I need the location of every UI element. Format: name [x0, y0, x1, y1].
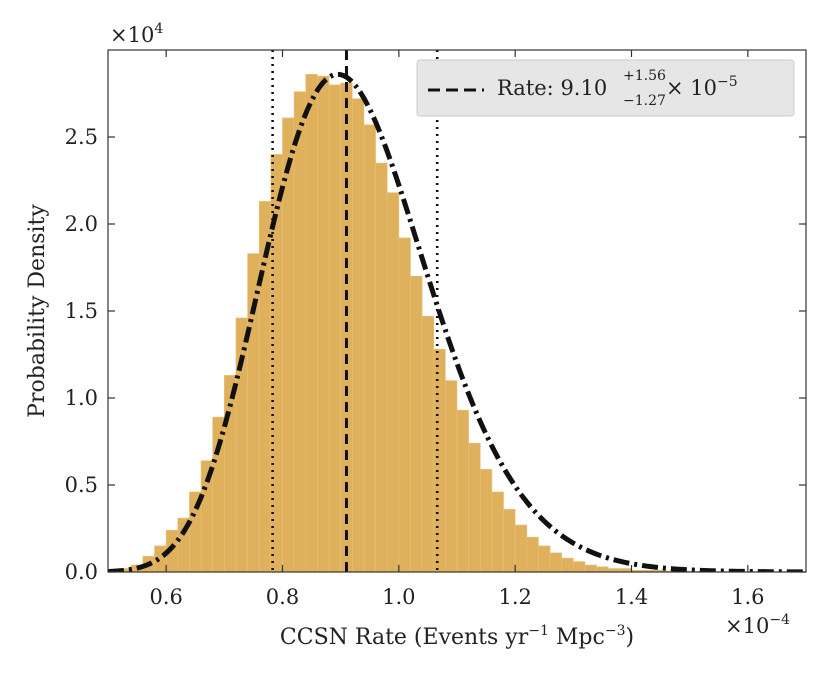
y-tick-label: 1.0 — [65, 386, 98, 410]
legend: Rate: 9.10 +1.56 −1.27 × 10−5 — [416, 59, 795, 117]
histogram-bar — [468, 442, 481, 572]
y-tick-label: 0.0 — [65, 560, 98, 584]
y-axis-label: Probability Density — [25, 204, 50, 418]
histogram-bar — [573, 561, 586, 572]
histogram-bar — [445, 380, 458, 572]
histogram-bar — [526, 536, 539, 572]
histogram-bar — [398, 237, 411, 572]
x-axis-ticks: 0.6 0.8 1.0 1.2 1.4 1.6 — [149, 50, 765, 609]
x-tick-label: 1.6 — [731, 585, 764, 609]
legend-label: Rate: 9.10 — [497, 76, 607, 100]
histogram-bar — [503, 509, 516, 572]
histogram-bar — [596, 566, 609, 572]
histogram-bar — [479, 469, 493, 572]
histogram-bar — [456, 409, 469, 572]
x-tick-label: 1.4 — [615, 585, 648, 609]
x-scale-label: ×10−4 — [725, 612, 790, 638]
y-tick-label: 2.5 — [65, 125, 98, 149]
histogram-bars — [108, 74, 806, 572]
histogram-bar — [584, 564, 597, 572]
legend-plus-error: +1.56 — [623, 68, 666, 84]
x-axis-label: CCSN Rate (Events yr−1 Mpc−3) — [280, 623, 634, 650]
histogram-bar — [386, 192, 400, 572]
histogram-bar — [293, 91, 307, 572]
y-tick-label: 2.0 — [65, 212, 98, 236]
histogram-bar — [538, 545, 551, 572]
histogram-bar — [514, 524, 528, 572]
histogram-bar — [328, 84, 341, 572]
y-axis-ticks: 0.0 0.5 1.0 1.5 2.0 2.5 — [65, 125, 806, 584]
histogram-bar — [351, 98, 365, 572]
histogram-bar — [282, 117, 295, 572]
histogram-bar — [363, 124, 376, 572]
x-tick-label: 1.0 — [382, 585, 415, 609]
y-tick-label: 1.5 — [65, 299, 98, 323]
legend-box — [416, 59, 795, 117]
histogram-bar — [421, 315, 435, 572]
y-tick-label: 0.5 — [65, 473, 98, 497]
y-scale-label: ×104 — [110, 21, 163, 47]
histogram-bar — [317, 75, 330, 572]
histogram-bar — [433, 348, 446, 572]
x-tick-label: 0.8 — [266, 585, 299, 609]
histogram-bar — [561, 557, 574, 572]
histogram-bar — [305, 74, 318, 572]
histogram-bar — [410, 275, 423, 572]
legend-minus-error: −1.27 — [623, 93, 666, 109]
histogram-bar — [549, 552, 562, 572]
x-tick-label: 1.2 — [498, 585, 531, 609]
histogram-bar — [491, 491, 504, 572]
histogram-bar — [375, 162, 388, 572]
x-tick-label: 0.6 — [149, 585, 182, 609]
legend-scale: × 10−5 — [666, 74, 738, 100]
